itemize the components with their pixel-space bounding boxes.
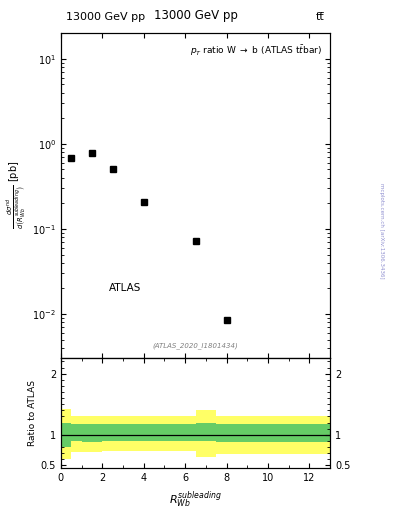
Text: $\frac{d\sigma^{nd}}{d\left(R_{Wb}^{subleading}\right)}$ [pb]: $\frac{d\sigma^{nd}}{d\left(R_{Wb}^{subl…: [4, 160, 28, 229]
Bar: [216, 424, 330, 442]
X-axis label: $R_{Wb}^{subleading}$: $R_{Wb}^{subleading}$: [169, 489, 222, 509]
Bar: [92, 424, 102, 442]
Bar: [196, 422, 216, 441]
Bar: [196, 411, 216, 457]
Bar: [92, 416, 102, 452]
Bar: [61, 422, 71, 447]
Text: 13000 GeV pp: 13000 GeV pp: [66, 12, 145, 22]
Bar: [61, 409, 71, 459]
Text: $p_{T}$ ratio W $\rightarrow$ b (ATLAS t$\bar{t}$bar): $p_{T}$ ratio W $\rightarrow$ b (ATLAS t…: [190, 43, 322, 58]
Bar: [82, 424, 92, 442]
Y-axis label: Ratio to ATLAS: Ratio to ATLAS: [28, 380, 37, 446]
Bar: [216, 416, 330, 455]
Bar: [82, 416, 92, 452]
Bar: [102, 416, 196, 452]
Text: (ATLAS_2020_I1801434): (ATLAS_2020_I1801434): [152, 342, 239, 349]
Text: mcplots.cern.ch [arXiv:1306.3436]: mcplots.cern.ch [arXiv:1306.3436]: [379, 183, 384, 278]
Text: tt̅: tt̅: [316, 12, 325, 22]
Bar: [102, 424, 196, 441]
Bar: [71, 416, 82, 452]
Bar: [71, 424, 82, 441]
Text: 13000 GeV pp: 13000 GeV pp: [154, 9, 237, 22]
Text: ATLAS: ATLAS: [109, 283, 142, 293]
